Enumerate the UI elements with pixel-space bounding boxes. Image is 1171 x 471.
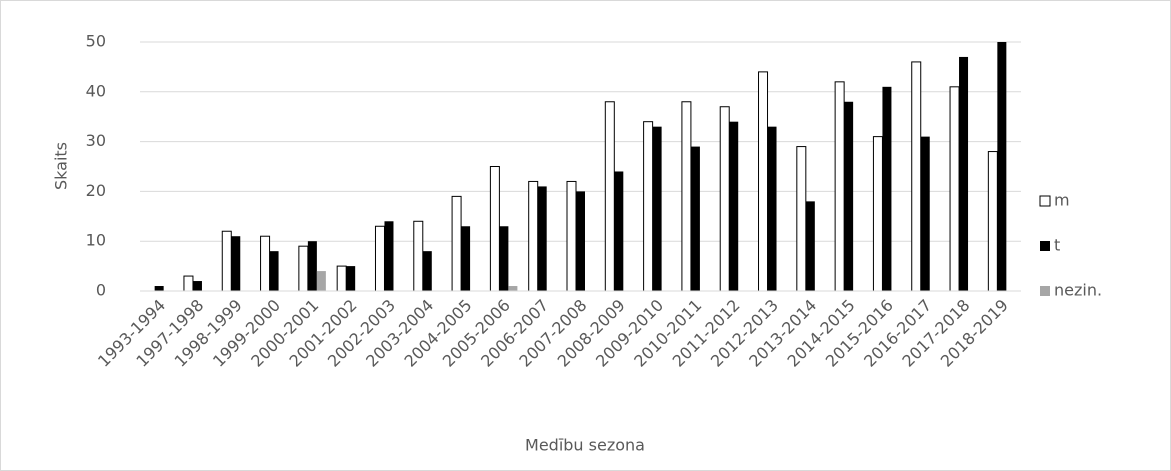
bar bbox=[882, 86, 892, 291]
bar bbox=[374, 225, 385, 292]
bar bbox=[489, 166, 500, 292]
bar bbox=[652, 126, 662, 291]
legend-swatch bbox=[1040, 241, 1050, 251]
y-tick-label: 50 bbox=[86, 32, 106, 51]
bar bbox=[154, 286, 164, 291]
bar bbox=[346, 266, 356, 291]
bar bbox=[576, 191, 585, 291]
legend-label: t bbox=[1054, 236, 1060, 255]
bar bbox=[316, 271, 326, 291]
bar bbox=[183, 275, 194, 292]
bar bbox=[413, 220, 424, 292]
bar bbox=[221, 230, 232, 292]
bar bbox=[384, 221, 394, 291]
bar bbox=[796, 146, 807, 292]
legend-label: nezin. bbox=[1054, 281, 1102, 300]
bar bbox=[260, 235, 271, 292]
bar bbox=[336, 265, 347, 292]
y-axis-title: Skaits bbox=[52, 142, 71, 190]
bar bbox=[834, 81, 845, 292]
legend-label: m bbox=[1054, 191, 1070, 210]
bar bbox=[997, 42, 1007, 291]
bar bbox=[508, 286, 518, 291]
y-tick-label: 10 bbox=[86, 231, 106, 250]
legend-swatch bbox=[1039, 195, 1051, 207]
bar bbox=[499, 226, 509, 291]
bar bbox=[690, 146, 700, 291]
bar bbox=[269, 251, 279, 291]
bar bbox=[528, 180, 539, 292]
x-axis-title: Medību sezona bbox=[525, 436, 645, 455]
bar bbox=[566, 180, 577, 292]
bar bbox=[614, 171, 624, 291]
bar bbox=[959, 56, 969, 291]
bar bbox=[758, 71, 769, 292]
bar bbox=[422, 251, 432, 291]
bar bbox=[643, 121, 654, 292]
bar bbox=[192, 281, 202, 291]
bar bbox=[987, 151, 998, 292]
bar bbox=[461, 226, 471, 291]
bar bbox=[844, 101, 854, 291]
bar bbox=[805, 201, 815, 291]
legend-swatch bbox=[1040, 286, 1050, 296]
y-tick-label: 0 bbox=[96, 281, 106, 300]
bar bbox=[231, 236, 241, 291]
bar bbox=[451, 195, 462, 292]
bar bbox=[681, 101, 692, 292]
y-tick-label: 30 bbox=[86, 131, 106, 150]
y-tick-label: 40 bbox=[86, 81, 106, 100]
y-tick-label: 20 bbox=[86, 181, 106, 200]
bar bbox=[949, 86, 960, 292]
bar bbox=[872, 136, 883, 292]
bar bbox=[298, 245, 309, 292]
bar bbox=[729, 121, 739, 292]
bar bbox=[911, 61, 922, 292]
bar bbox=[307, 241, 317, 291]
bar bbox=[767, 126, 777, 291]
bar bbox=[719, 106, 730, 292]
bar bbox=[920, 136, 930, 291]
bar bbox=[604, 101, 615, 292]
bar bbox=[537, 186, 547, 291]
